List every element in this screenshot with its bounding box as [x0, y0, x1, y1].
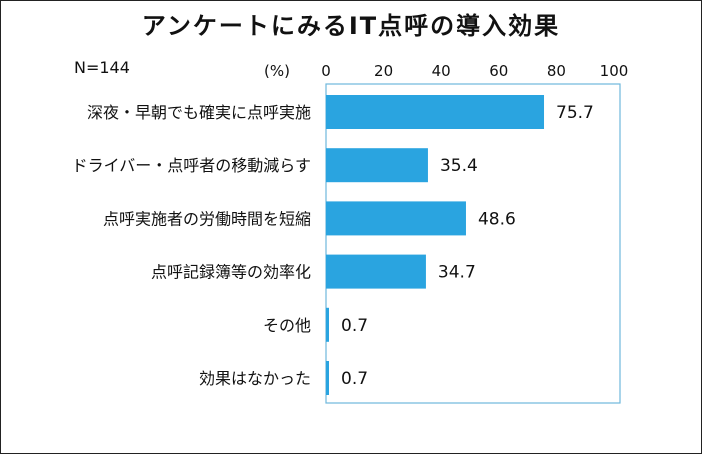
category-label: 点呼実施者の労働時間を短縮	[103, 209, 311, 228]
x-tick-label: 40	[432, 62, 451, 80]
bar	[326, 307, 329, 342]
x-tick-label: 20	[374, 62, 393, 80]
bar	[326, 254, 426, 289]
category-label: その他	[263, 316, 311, 335]
bar	[326, 148, 428, 183]
category-label: 効果はなかった	[199, 369, 311, 388]
sample-size-label: N=144	[74, 58, 130, 77]
value-label: 0.7	[341, 369, 368, 389]
bars-group: 深夜・早朝でも確実に点呼実施 75.7 ドライバー・点呼者の移動減らす 35.4 点呼実…	[72, 95, 594, 395]
bar	[326, 201, 466, 236]
unit-label: (%)	[264, 62, 290, 80]
value-label: 48.6	[478, 209, 516, 229]
category-label: 点呼記録簿等の効率化	[151, 263, 311, 282]
x-tick-label: 100	[600, 62, 629, 80]
plot-area	[325, 83, 621, 404]
value-label: 34.7	[438, 263, 476, 283]
bar	[326, 95, 545, 129]
x-tick-label: 60	[489, 62, 508, 80]
value-label: 75.7	[556, 103, 594, 123]
value-label: 35.4	[440, 156, 478, 176]
category-label: ドライバー・点呼者の移動減らす	[72, 156, 311, 175]
chart-title: アンケートにみるIT点呼の導入効果	[141, 12, 561, 40]
x-axis-ticks: 0 20 40 60 80 100	[321, 62, 628, 80]
bar	[326, 361, 329, 395]
value-label: 0.7	[341, 316, 368, 336]
category-label: 深夜・早朝でも確実に点呼実施	[87, 103, 311, 122]
x-tick-label: 0	[321, 62, 331, 80]
x-tick-label: 80	[547, 62, 566, 80]
